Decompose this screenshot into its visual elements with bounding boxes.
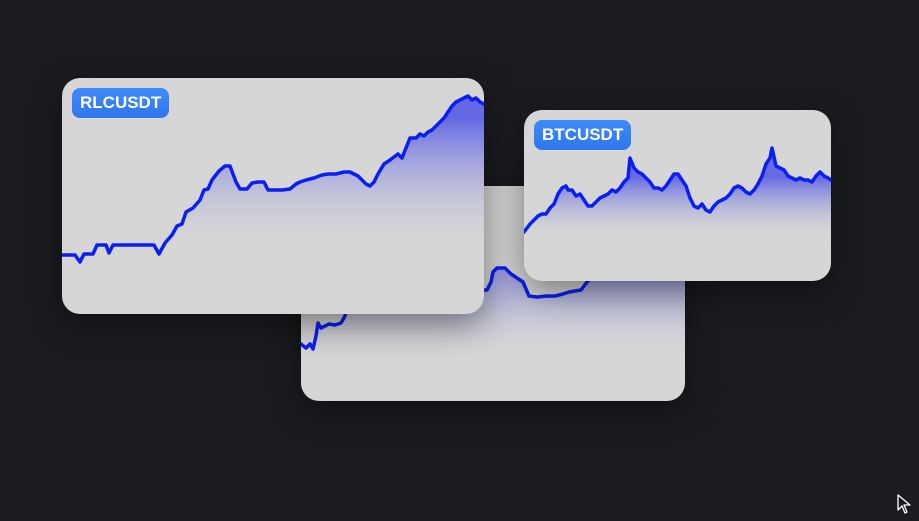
ticker-badge: RLCUSDT xyxy=(72,88,170,118)
chart-widget-btcusdt[interactable]: BTCUSDT xyxy=(524,110,831,281)
sparkline-line xyxy=(524,146,831,234)
pointer-arrow-icon xyxy=(897,494,911,514)
sparkline-chart xyxy=(524,146,831,281)
sparkline-area xyxy=(524,148,831,281)
ticker-badge: BTCUSDT xyxy=(534,120,632,150)
